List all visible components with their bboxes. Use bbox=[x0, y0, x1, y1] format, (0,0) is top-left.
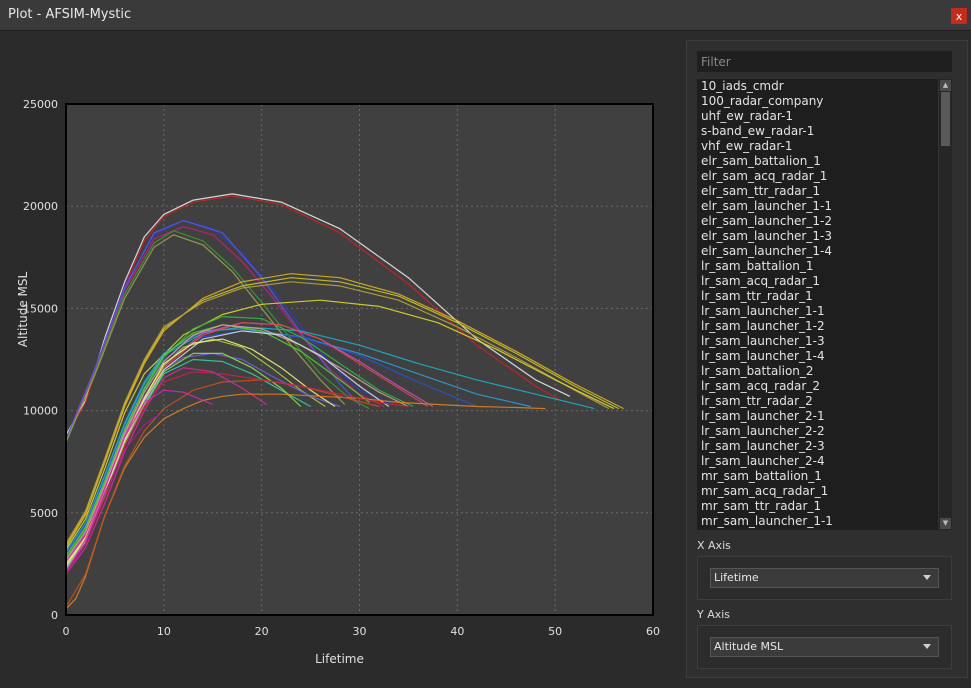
x-tick-label: 0 bbox=[63, 625, 70, 638]
platform-item[interactable]: lr_sam_ttr_radar_2 bbox=[701, 394, 813, 408]
series-line[interactable] bbox=[65, 299, 615, 550]
platform-item[interactable]: lr_sam_launcher_2-3 bbox=[701, 439, 825, 453]
series-line[interactable] bbox=[65, 226, 385, 440]
series-line[interactable] bbox=[65, 219, 360, 440]
settings-panel: 10_iads_cmdr100_radar_companyuhf_ew_rada… bbox=[686, 40, 968, 678]
platform-item[interactable]: mr_sam_battalion_1 bbox=[701, 469, 822, 483]
platform-list[interactable]: 10_iads_cmdr 100_radar_company uhf_ew_rada… bbox=[697, 79, 952, 530]
plot-area[interactable]: 0 10 20 30 40 50 60 0 5000 10000 15000 20000 25000 Li… bbox=[0, 31, 680, 688]
x-tick-label: 60 bbox=[646, 625, 660, 638]
y-axis-group: Altitude MSL bbox=[697, 625, 952, 669]
chevron-down-icon bbox=[923, 644, 931, 649]
scroll-thumb[interactable] bbox=[941, 92, 950, 146]
series-line[interactable] bbox=[65, 219, 394, 442]
platform-item[interactable]: lr_sam_launcher_1-4 bbox=[701, 349, 825, 363]
series-line[interactable] bbox=[65, 193, 571, 436]
platform-item[interactable]: mr_sam_ttr_radar_1 bbox=[701, 499, 822, 513]
y-tick-label: 25000 bbox=[23, 98, 58, 111]
y-tick-label: 10000 bbox=[23, 405, 58, 418]
platform-item[interactable]: mr_sam_acq_radar_1 bbox=[701, 484, 829, 498]
series-line[interactable] bbox=[65, 389, 214, 573]
altitude-lifetime-plot[interactable]: 0 10 20 30 40 50 60 0 5000 10000 15000 20000 25000 Li… bbox=[0, 31, 680, 688]
series-line[interactable] bbox=[65, 281, 610, 544]
platform-items: 10_iads_cmdr 100_radar_company uhf_ew_rada… bbox=[697, 79, 952, 529]
platform-item[interactable]: lr_sam_acq_radar_2 bbox=[701, 379, 820, 393]
plot-border bbox=[65, 103, 654, 616]
platform-item[interactable]: elr_sam_launcher_1-2 bbox=[701, 214, 832, 228]
x-tick-label: 30 bbox=[353, 625, 367, 638]
platform-item[interactable]: lr_sam_battalion_1 bbox=[701, 259, 814, 273]
filter-input[interactable] bbox=[697, 51, 952, 72]
y-tick-label: 20000 bbox=[23, 200, 58, 213]
y-axis-selected: Altitude MSL bbox=[714, 640, 784, 653]
series-line[interactable] bbox=[65, 371, 409, 573]
platform-item[interactable]: lr_sam_ttr_radar_1 bbox=[701, 289, 813, 303]
title-bar: Plot - AFSIM-Mystic x bbox=[0, 0, 971, 31]
scroll-up-icon[interactable]: ▲ bbox=[940, 80, 951, 91]
x-axis-label: X Axis bbox=[697, 539, 731, 552]
scroll-down-icon[interactable]: ▼ bbox=[940, 518, 951, 529]
platform-item[interactable]: elr_sam_launcher_1-3 bbox=[701, 229, 832, 243]
chevron-down-icon bbox=[923, 575, 931, 580]
y-tick-label: 15000 bbox=[23, 302, 58, 315]
series-line[interactable] bbox=[65, 414, 160, 575]
x-tick-label: 10 bbox=[157, 625, 171, 638]
platform-item[interactable]: lr_sam_launcher_2-1 bbox=[701, 409, 825, 423]
close-button[interactable]: x bbox=[951, 8, 967, 24]
series-line[interactable] bbox=[65, 230, 370, 444]
series-line[interactable] bbox=[65, 330, 478, 555]
platform-item[interactable]: lr_sam_launcher_2-2 bbox=[701, 424, 825, 438]
platform-item[interactable]: lr_sam_acq_radar_1 bbox=[701, 274, 820, 288]
platform-item[interactable]: 10_iads_cmdr bbox=[701, 79, 784, 93]
platform-item[interactable]: lr_sam_launcher_1-2 bbox=[701, 319, 825, 333]
y-axis-title: Altitude MSL bbox=[16, 272, 30, 348]
platform-item[interactable]: elr_sam_launcher_1-1 bbox=[701, 199, 832, 213]
platform-item[interactable]: lr_sam_launcher_1-3 bbox=[701, 334, 825, 348]
x-axis-select[interactable]: Lifetime bbox=[710, 568, 939, 588]
platform-item[interactable]: lr_sam_launcher_1-1 bbox=[701, 304, 825, 318]
series-line[interactable] bbox=[65, 324, 409, 561]
x-tick-label: 20 bbox=[255, 625, 269, 638]
series-line[interactable] bbox=[65, 322, 434, 563]
series-line[interactable] bbox=[65, 324, 370, 557]
platform-item[interactable]: elr_sam_ttr_radar_1 bbox=[701, 184, 821, 198]
platform-item[interactable]: elr_sam_battalion_1 bbox=[701, 154, 821, 168]
platform-item[interactable]: elr_sam_launcher_1-4 bbox=[701, 244, 832, 258]
platform-item[interactable]: vhf_ew_radar-1 bbox=[701, 139, 793, 153]
y-tick-label: 5000 bbox=[30, 507, 58, 520]
series-line[interactable] bbox=[65, 273, 624, 548]
platform-item[interactable]: mr_sam_launcher_1-1 bbox=[701, 514, 833, 528]
platform-item[interactable]: uhf_ew_radar-1 bbox=[701, 109, 794, 123]
platform-item[interactable]: lr_sam_launcher_2-4 bbox=[701, 454, 825, 468]
platform-item[interactable]: elr_sam_acq_radar_1 bbox=[701, 169, 828, 183]
y-axis-label: Y Axis bbox=[697, 608, 731, 621]
x-tick-label: 40 bbox=[450, 625, 464, 638]
y-tick-label: 0 bbox=[51, 609, 58, 622]
x-tick-label: 50 bbox=[548, 625, 562, 638]
series-line[interactable] bbox=[65, 316, 414, 559]
platform-item[interactable]: s-band_ew_radar-1 bbox=[701, 124, 815, 138]
series-line[interactable] bbox=[65, 277, 620, 546]
platform-item[interactable]: 100_radar_company bbox=[701, 94, 824, 108]
x-axis-group: Lifetime bbox=[697, 556, 952, 600]
series-line[interactable] bbox=[65, 234, 346, 442]
y-axis-select[interactable]: Altitude MSL bbox=[710, 637, 939, 657]
window-title: Plot - AFSIM-Mystic bbox=[8, 7, 132, 22]
list-scrollbar[interactable]: ▲ ▼ bbox=[938, 79, 952, 530]
series-line[interactable] bbox=[65, 328, 531, 552]
x-axis-selected: Lifetime bbox=[714, 571, 759, 584]
platform-item[interactable]: lr_sam_battalion_2 bbox=[701, 364, 814, 378]
x-axis-title: Lifetime bbox=[315, 652, 364, 666]
